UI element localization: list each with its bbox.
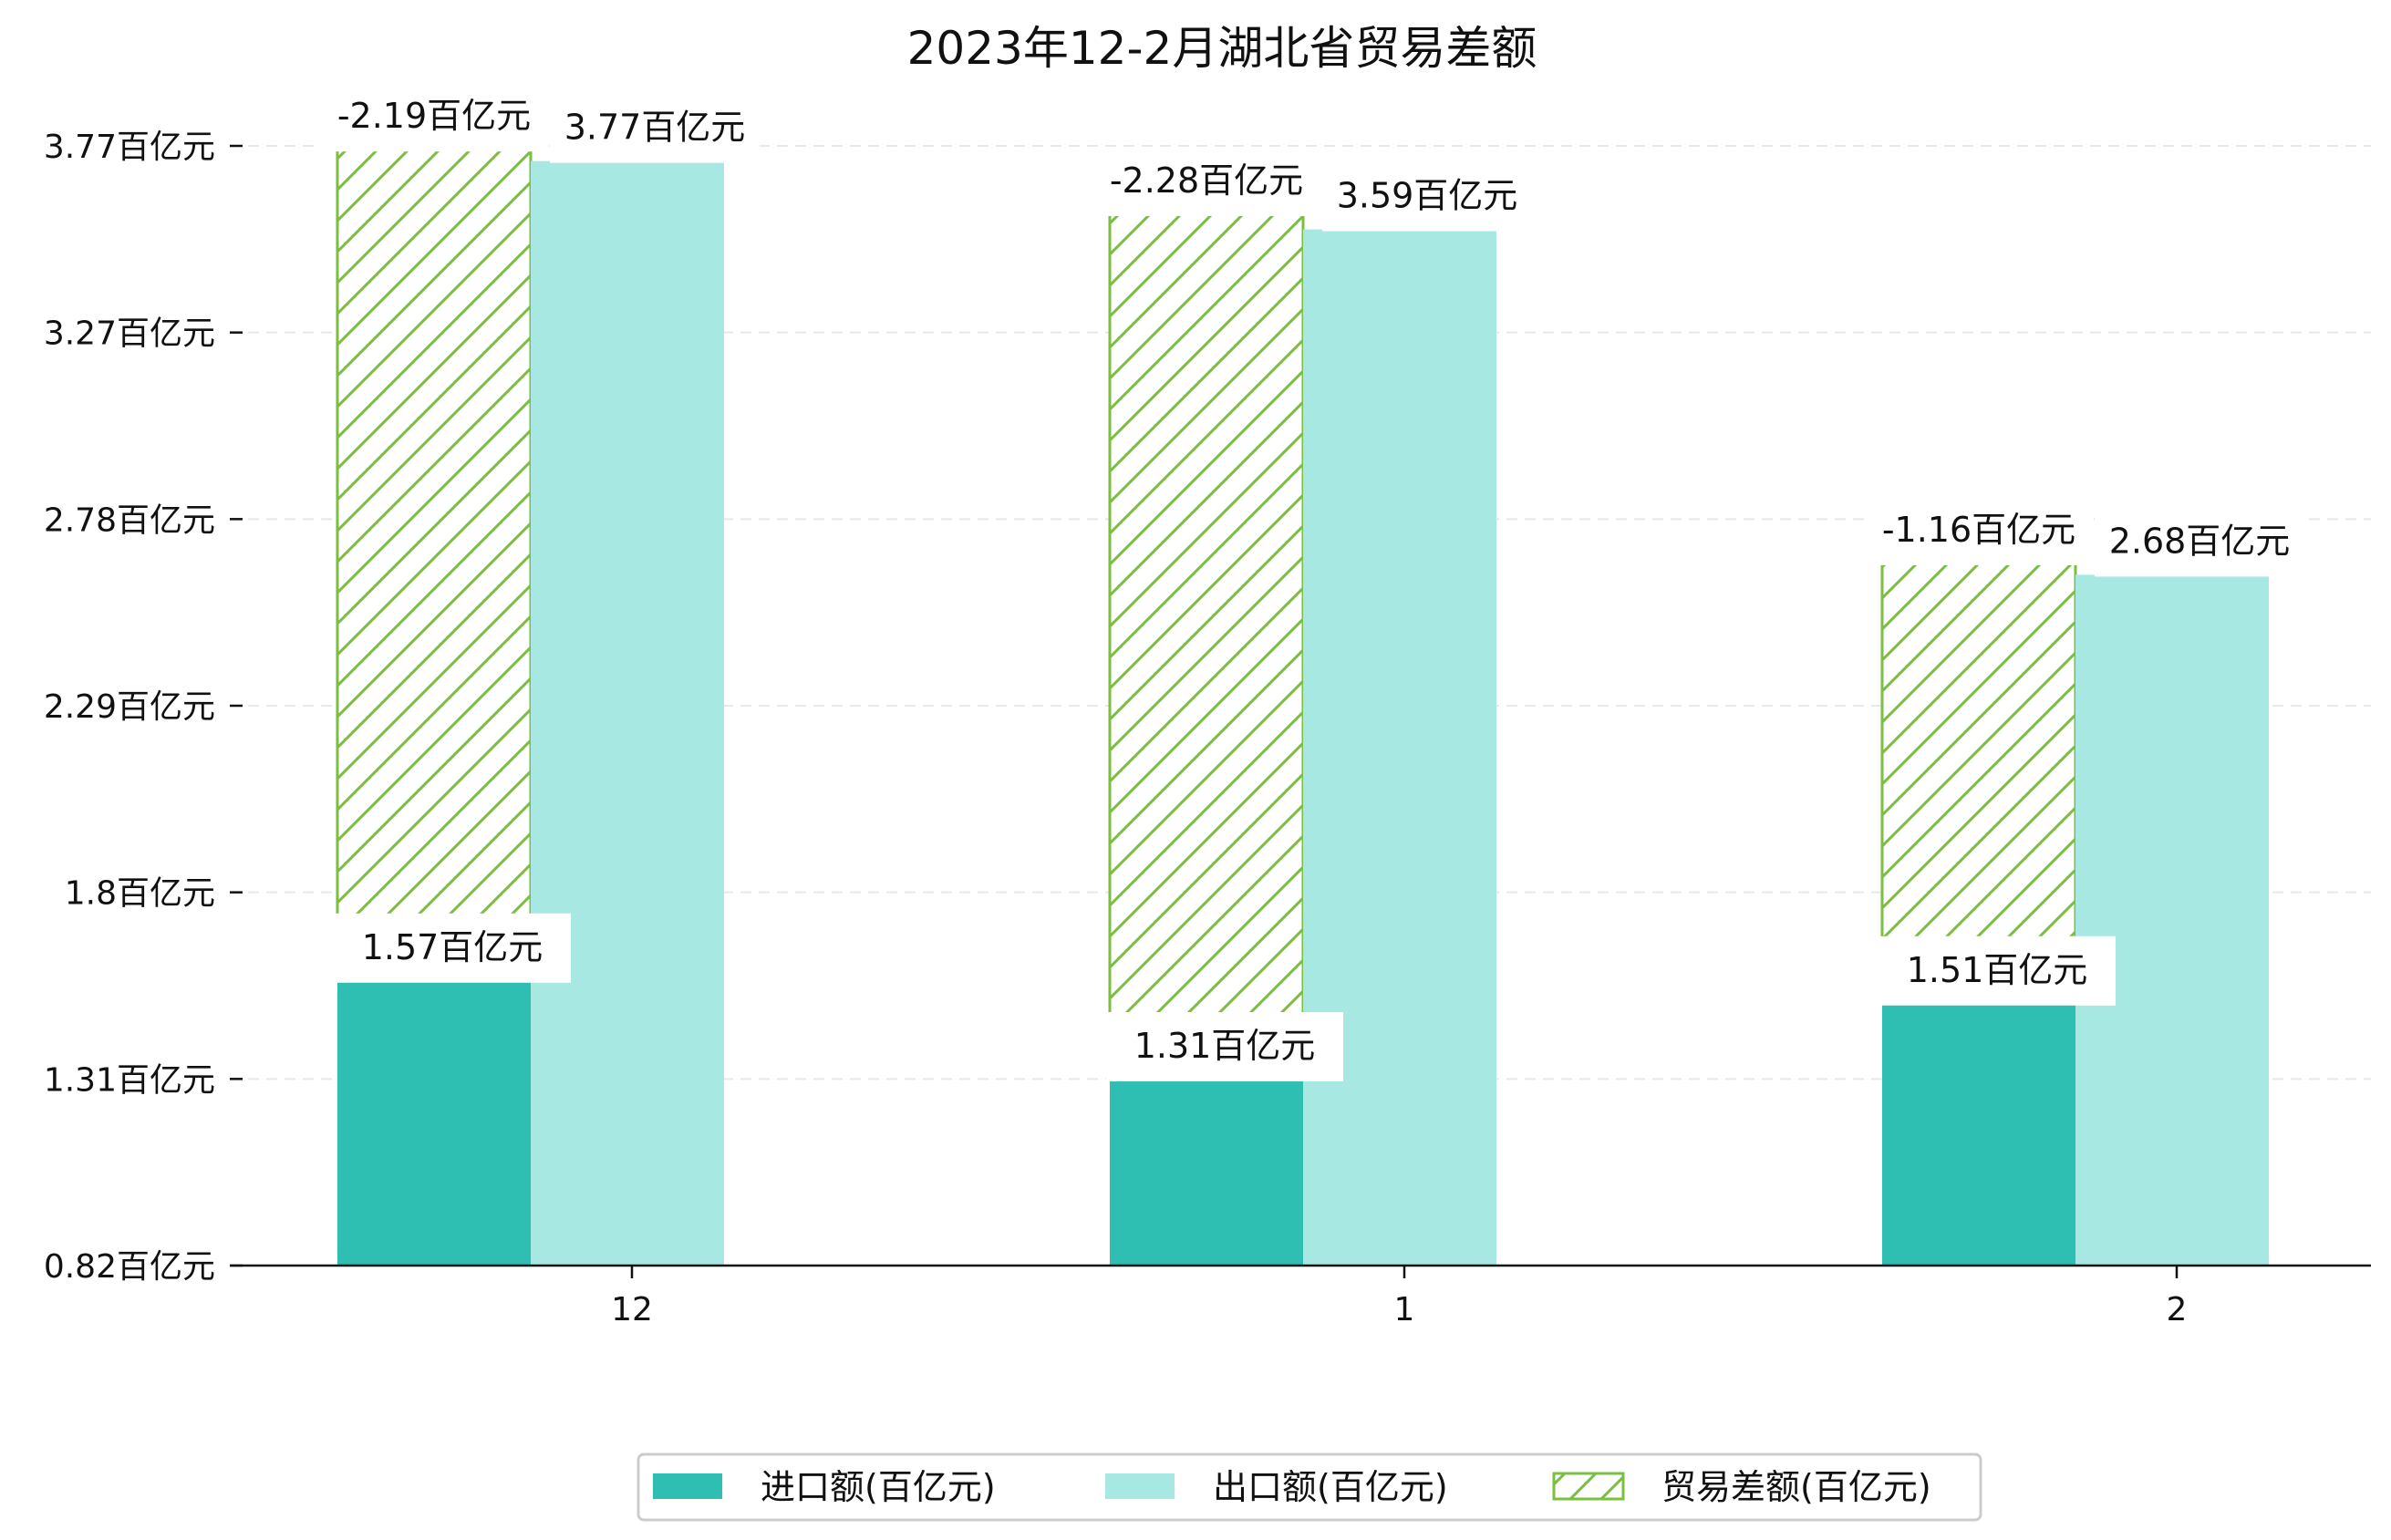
label-export-bg [1322, 161, 1532, 232]
bar-export [1303, 229, 1496, 1266]
label-import-bg [1106, 1012, 1343, 1082]
label-balance: -1.16百亿元 [1882, 510, 2075, 550]
label-balance-bg [319, 82, 549, 152]
x-tick-label: 2 [2167, 1291, 2188, 1328]
y-tick-label: 2.29百亿元 [44, 688, 215, 726]
bar-export [531, 160, 724, 1266]
bars [336, 148, 2269, 1266]
label-export: 2.68百亿元 [2109, 521, 2291, 561]
label-export: 3.77百亿元 [564, 108, 746, 148]
bar-export [2075, 574, 2269, 1266]
label-export-bg [2095, 507, 2304, 577]
legend-swatch [1105, 1473, 1175, 1499]
label-import-bg [1879, 935, 2116, 1006]
label-import: 1.31百亿元 [1134, 1026, 1316, 1066]
legend-label: 贸易差额(百亿元) [1661, 1467, 1931, 1507]
label-balance-bg [1092, 146, 1321, 216]
bar-balance [1108, 212, 1305, 1081]
y-axis: 0.82百亿元 1.31百亿元 1.8百亿元 2.29百亿元 2.78百亿元 3.27百亿… [44, 129, 243, 1286]
label-balance: -2.28百亿元 [1110, 160, 1303, 201]
bar-balance [336, 148, 533, 983]
bar-import [1882, 1003, 2075, 1266]
y-tick-label: 3.27百亿元 [44, 315, 215, 353]
x-tick-label: 1 [1394, 1291, 1415, 1328]
label-export: 3.59百亿元 [1337, 176, 1518, 216]
bar-import [337, 980, 531, 1266]
legend-label: 进口额(百亿元) [761, 1467, 996, 1507]
label-import: 1.57百亿元 [362, 927, 543, 967]
bar-import [1110, 1080, 1303, 1266]
label-balance-bg [1864, 495, 2094, 565]
y-tick-label: 1.8百亿元 [65, 875, 215, 913]
x-tick-label: 12 [611, 1291, 653, 1328]
data-labels: -2.19百亿元 3.77百亿元 1.57百亿元 -2.28百亿元 3.59百亿元 1.3… [319, 82, 2304, 1082]
y-tick-label: 0.82百亿元 [44, 1248, 215, 1286]
label-import: 1.51百亿元 [1907, 950, 2088, 990]
label-export-bg [550, 93, 760, 163]
legend-swatch [1552, 1472, 1625, 1501]
legend: 进口额(百亿元) 出口额(百亿元) 贸易差额(百亿元) [637, 1452, 1982, 1522]
legend-box [637, 1452, 1982, 1522]
chart-title: 2023年12-2月湖北省贸易差额 [907, 22, 1537, 75]
y-tick-label: 1.31百亿元 [44, 1061, 215, 1099]
label-import-bg [334, 913, 571, 983]
y-tick-label: 2.78百亿元 [44, 501, 215, 539]
legend-swatch [653, 1473, 722, 1499]
legend-label: 出口额(百亿元) [1213, 1467, 1448, 1507]
x-axis: 12 1 2 [611, 1266, 2187, 1328]
label-balance: -2.19百亿元 [337, 96, 531, 136]
y-tick-label: 3.77百亿元 [44, 129, 215, 166]
